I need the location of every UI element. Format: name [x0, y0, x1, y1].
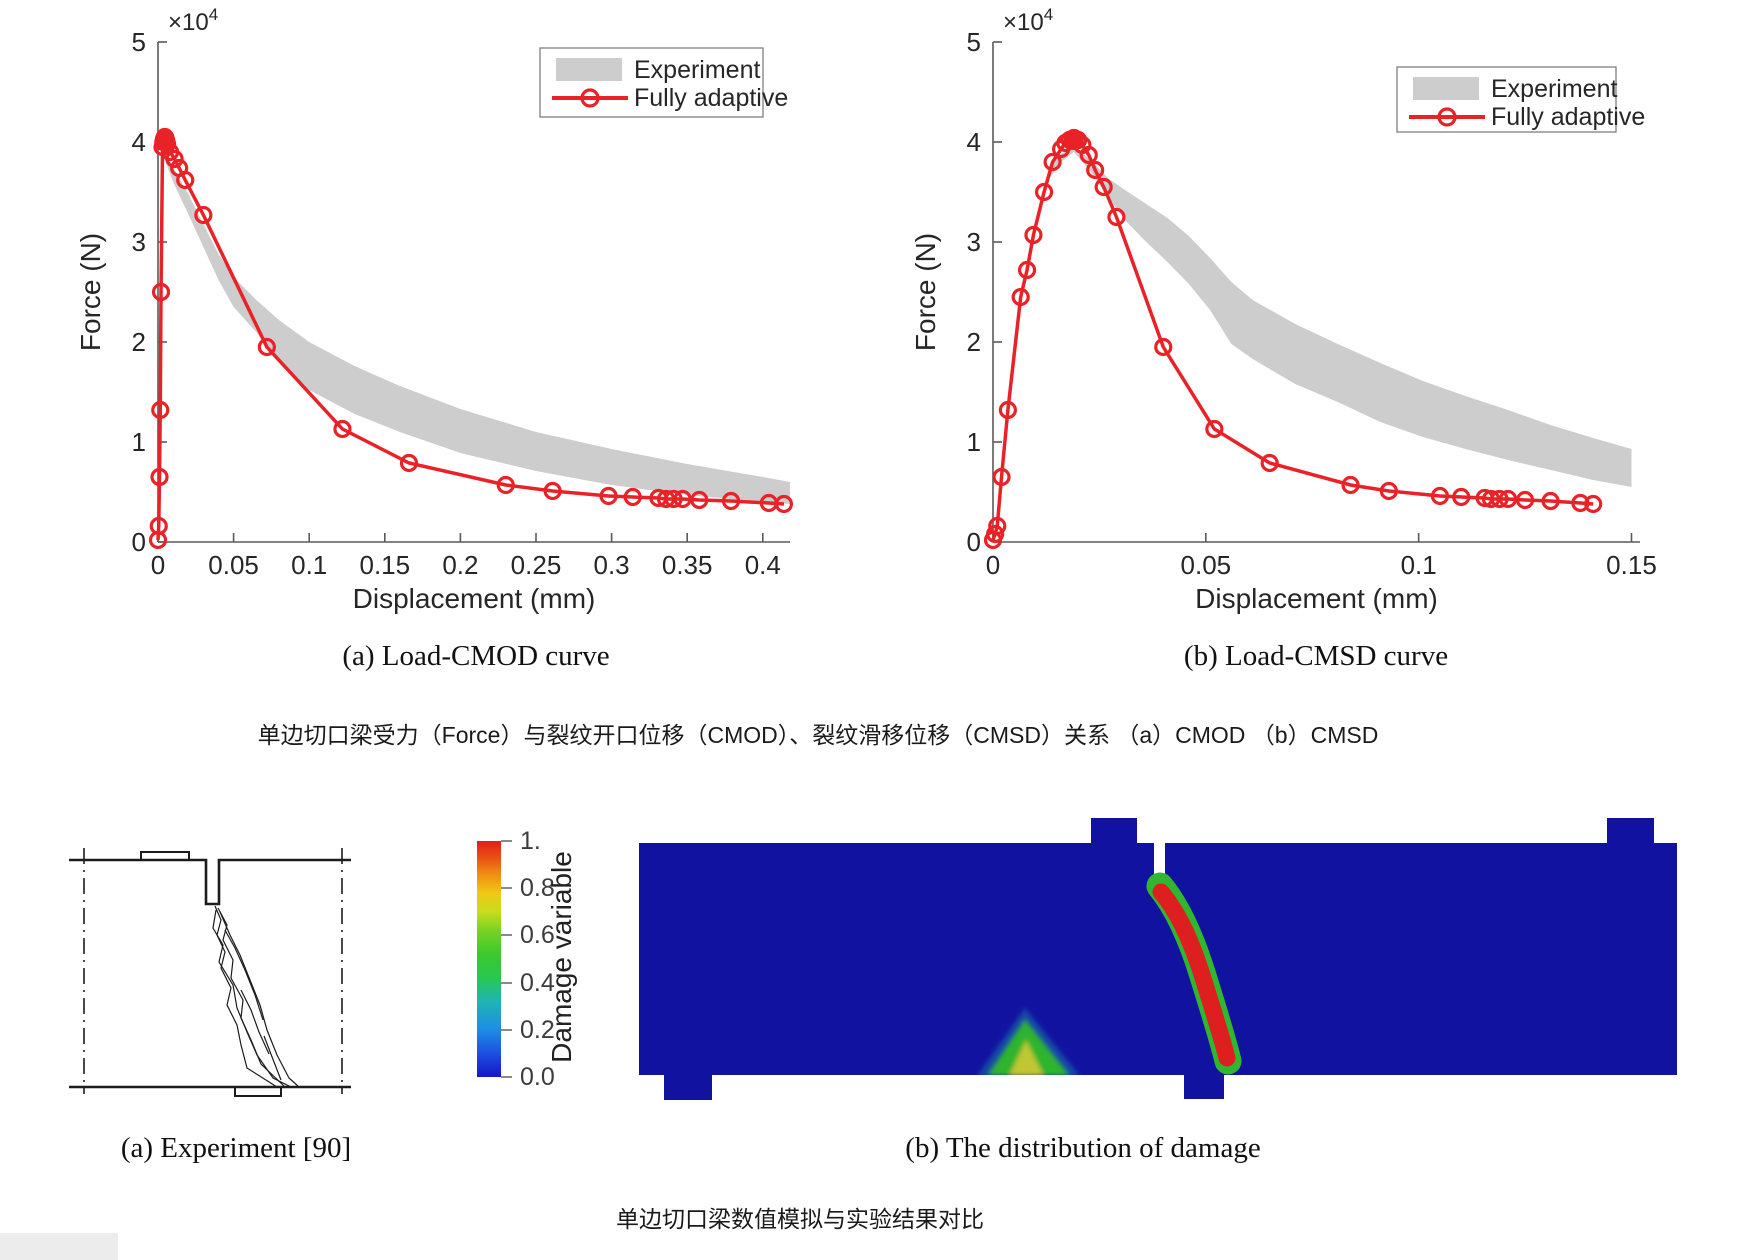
svg-text:5: 5 [967, 27, 981, 57]
svg-text:0.05: 0.05 [208, 550, 259, 580]
legend-band-swatch [556, 58, 622, 81]
svg-text:0.2: 0.2 [442, 550, 478, 580]
damage-distribution-plot [639, 818, 1677, 1100]
caption-damage-distribution: (b) The distribution of damage [905, 1132, 1261, 1164]
experiment-sketch [69, 848, 351, 1097]
svg-text:4: 4 [132, 127, 146, 157]
beam-notch [1154, 841, 1165, 885]
colorbar-tick-label: 1. [520, 827, 541, 855]
svg-text:0.05: 0.05 [1181, 550, 1232, 580]
svg-text:0.3: 0.3 [594, 550, 630, 580]
sketch-bottom-platen [234, 1086, 282, 1097]
svg-text:1: 1 [967, 427, 981, 457]
damage-cone [977, 1008, 1080, 1075]
load-cmsd-chart: 0 0.05 0.1 0.15 0 1 2 3 4 5 ×104 Displacement (mm) F… [910, 5, 1657, 614]
peak-marker [154, 130, 175, 150]
legend-label-fully-adaptive: Fully adaptive [634, 84, 788, 112]
svg-text:4: 4 [967, 127, 981, 157]
svg-text:2: 2 [132, 327, 146, 357]
svg-text:×104: ×104 [168, 5, 218, 36]
peak-marker [1063, 130, 1084, 150]
colorbar-tick [501, 934, 512, 937]
svg-text:0: 0 [151, 550, 165, 580]
svg-text:0: 0 [967, 527, 981, 557]
svg-text:0: 0 [986, 550, 1000, 580]
svg-text:5: 5 [132, 27, 146, 57]
svg-text:0.1: 0.1 [1401, 550, 1437, 580]
caption-load-cmod: (a) Load-CMOD curve [342, 640, 610, 672]
x-axis-label: Displacement (mm) [353, 583, 596, 614]
colorbar-tick [501, 1028, 512, 1031]
figure-caption-top-chinese: 单边切口梁受力（Force）与裂纹开口位移（CMOD）、裂纹滑移位移（CMSD）… [257, 722, 1379, 748]
colorbar-tick-label: 0.8 [520, 874, 555, 903]
svg-text:0: 0 [132, 527, 146, 557]
svg-text:×104: ×104 [1003, 5, 1053, 36]
svg-text:0.15: 0.15 [1606, 550, 1657, 580]
svg-text:0.35: 0.35 [662, 550, 713, 580]
beam-bottom-tab-center [1184, 1075, 1224, 1099]
colorbar-tick-label: 0.4 [520, 968, 555, 997]
y-axis-label: Force (N) [910, 233, 941, 351]
x-axis-label: Displacement (mm) [1195, 583, 1438, 614]
sketch-top-platen [140, 851, 190, 861]
beam-top-tab-left [1091, 818, 1137, 846]
caption-load-cmsd: (b) Load-CMSD curve [1183, 640, 1449, 672]
svg-text:0.1: 0.1 [291, 550, 327, 580]
damage-crack-band [1146, 872, 1242, 1075]
experiment-band [1048, 146, 1632, 487]
colorbar-gradient [477, 841, 501, 1077]
sketch-crack-lines [212, 905, 300, 1088]
load-cmod-chart: 0 0.05 0.1 0.15 0.2 0.25 0.3 0.35 0.4 0 1 2 3 4 5 ×104 D… [75, 5, 794, 614]
legend-band-swatch [1413, 77, 1479, 100]
colorbar-tick [501, 981, 512, 984]
y-axis-label: Force (N) [75, 233, 106, 351]
legend-label-experiment: Experiment [1491, 75, 1617, 103]
sketch-top-edge [69, 858, 351, 906]
fully-adaptive-line [991, 136, 1594, 541]
colorbar-tick-label: 0.0 [520, 1063, 555, 1091]
experiment-band [162, 147, 790, 504]
caption-experiment: (a) Experiment [90] [120, 1132, 352, 1164]
beam-bottom-tab-left [664, 1075, 712, 1100]
svg-text:1: 1 [132, 427, 146, 457]
colorbar-tick [501, 1076, 512, 1078]
legend-label-experiment: Experiment [634, 56, 760, 84]
svg-text:0.25: 0.25 [511, 550, 562, 580]
svg-text:0.4: 0.4 [745, 550, 781, 580]
colorbar-tick-label: 0.6 [520, 921, 555, 950]
svg-text:3: 3 [967, 227, 981, 257]
legend-label-fully-adaptive: Fully adaptive [1491, 103, 1645, 131]
colorbar-title: Damage variable [546, 851, 577, 1063]
svg-text:0.15: 0.15 [359, 550, 410, 580]
svg-text:2: 2 [967, 327, 981, 357]
page-corner-artifact [0, 1233, 118, 1260]
svg-text:3: 3 [132, 227, 146, 257]
figure-caption-bottom-chinese: 单边切口梁数值模拟与实验结果对比 [616, 1206, 984, 1232]
beam-top-tab-right [1607, 818, 1654, 846]
colorbar-tick [501, 840, 512, 842]
colorbar-tick-label: 0.2 [520, 1015, 555, 1044]
colorbar-tick [501, 887, 512, 890]
